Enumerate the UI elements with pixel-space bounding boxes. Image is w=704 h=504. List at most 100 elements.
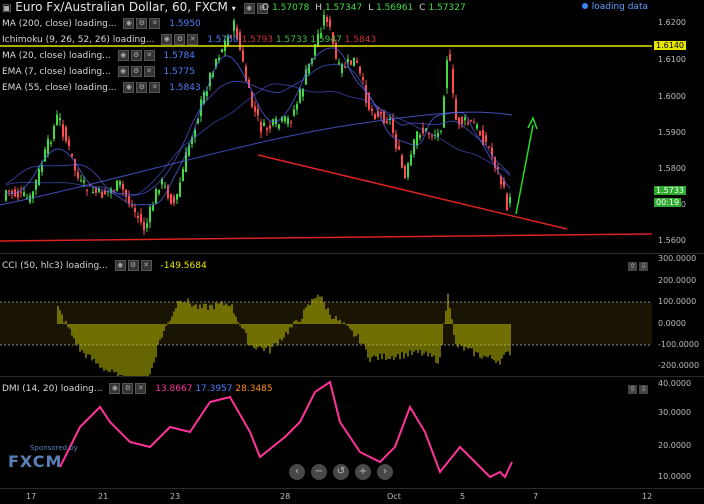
eye-icon[interactable]: ◉ (117, 50, 129, 61)
indicator-value: 1.5775 (163, 67, 195, 77)
close-icon[interactable]: ✕ (143, 50, 155, 61)
candle-body (53, 126, 55, 139)
settings-icon[interactable]: ⚙ (174, 34, 186, 45)
dmi-legend[interactable]: DMI (14, 20) loading... ◉ ⚙ ✕ 13.8667 17.3… (2, 383, 273, 394)
dmi-tick: 10.0000 (658, 472, 692, 481)
close-icon[interactable]: ✕ (149, 82, 161, 93)
cci-tick: 100.0000 (658, 297, 697, 306)
candle-body (77, 172, 79, 179)
candle-body (245, 66, 247, 82)
price-pane[interactable]: ▣ Euro Fx/Australian Dollar, 60, FXCM ▾ … (0, 0, 704, 254)
close-icon[interactable]: ✕ (135, 383, 147, 394)
settings-icon[interactable]: ⚙ (136, 82, 148, 93)
eye-icon[interactable]: ◉ (114, 260, 126, 271)
candle-body (509, 196, 511, 204)
chevron-left-icon[interactable]: ‹ (289, 464, 305, 480)
candle-body (368, 92, 370, 110)
price-chart[interactable] (0, 0, 704, 253)
candle-body (446, 60, 448, 89)
move-icon[interactable]: ⇩ (639, 262, 648, 271)
indicator-ema7[interactable]: EMA (7, close) loading... ◉ ⚙ ✕ 1.5775 (2, 66, 195, 77)
close-icon[interactable]: ✕ (149, 18, 161, 29)
candle-body (188, 144, 190, 156)
candle-body (416, 131, 418, 146)
indicator-ma20[interactable]: MA (20, close) loading... ◉ ⚙ ✕ 1.5784 (2, 50, 195, 61)
close-icon[interactable]: ✕ (140, 260, 152, 271)
dropdown-icon[interactable]: ▾ (231, 4, 236, 13)
dmi-pane[interactable]: DMI (14, 20) loading... ◉ ⚙ ✕ 13.8667 17.3… (0, 377, 704, 489)
candle-body (476, 124, 478, 129)
indicator-ema55[interactable]: EMA (55, close) loading... ◉ ⚙ ✕ 1.5843 (2, 82, 201, 93)
candle-body (332, 32, 334, 44)
candle-body (398, 146, 400, 150)
candle-body (242, 50, 244, 62)
eye-icon[interactable]: ◉ (117, 66, 129, 77)
maximize-icon[interactable]: ⇧ (628, 385, 637, 394)
maximize-icon[interactable]: ⇧ (628, 262, 637, 271)
pane-controls[interactable]: ⇧ ⇩ (626, 385, 648, 394)
close-icon[interactable]: ✕ (187, 34, 199, 45)
candle-body (158, 189, 160, 194)
close-icon[interactable]: ✕ (143, 66, 155, 77)
settings-icon[interactable]: ⚙ (136, 18, 148, 29)
indicator-value: 1.5750 (207, 35, 239, 45)
eye-icon[interactable]: ◉ (243, 2, 255, 14)
cci-chart[interactable] (0, 254, 704, 376)
dmi-tick: 30.0000 (658, 408, 692, 417)
candle-body (206, 91, 208, 97)
candle-body (191, 136, 193, 145)
cci-tick: 300.0000 (658, 254, 697, 263)
cci-axis[interactable]: 300.0000 200.0000 100.0000 0.0000 -100.0… (652, 254, 704, 376)
sponsor-logo[interactable]: Sponsored by FXCM (8, 444, 78, 471)
indicator-value: 1.5843 (169, 83, 201, 93)
candle-body (278, 124, 280, 129)
candle-body (491, 147, 493, 156)
candle-body (356, 61, 358, 63)
move-icon[interactable]: ⇩ (639, 385, 648, 394)
time-axis[interactable]: 17 21 23 28 Oct 5 7 12 (0, 488, 704, 504)
indicator-ma200[interactable]: MA (200, close) loading... ◉ ⚙ ✕ 1.5950 (2, 18, 201, 29)
sponsor-caption: Sponsored by (30, 444, 78, 452)
candle-body (272, 119, 274, 126)
settings-icon[interactable]: ⚙ (122, 383, 134, 394)
candle-body (152, 205, 154, 211)
pane-controls[interactable]: ⇧ ⇩ (626, 262, 648, 271)
ohlc-readout: O 1.57078 H 1.57347 L 1.56961 C 1.57327 (262, 3, 469, 13)
eye-icon[interactable]: ◉ (123, 82, 135, 93)
time-tick: 7 (533, 492, 539, 501)
eye-icon[interactable]: ◉ (123, 18, 135, 29)
candle-body (371, 108, 373, 112)
indicator-value: -149.5684 (160, 261, 207, 271)
price-axis[interactable]: 1.6200 1.6100 1.6000 1.5900 1.5800 1.570… (652, 0, 704, 253)
countdown-tag: 00:19 (654, 198, 682, 207)
settings-icon[interactable]: ⚙ (130, 50, 142, 61)
candle-body (149, 207, 151, 223)
cci-pane[interactable]: CCI (50, hlc3) loading... ◉ ⚙ ✕ -149.5684 … (0, 254, 704, 377)
reset-icon[interactable]: ↺ (333, 464, 349, 480)
indicator-value: 13.8667 (155, 384, 193, 394)
indicator-value: 1.5950 (169, 19, 201, 29)
plus-icon[interactable]: + (355, 464, 371, 480)
eye-icon[interactable]: ◉ (161, 34, 173, 45)
minus-icon[interactable]: − (311, 464, 327, 480)
symbol-title: Euro Fx/Australian Dollar, 60, FXCM (15, 0, 228, 14)
eye-icon[interactable]: ◉ (109, 383, 121, 394)
candle-body (230, 36, 232, 38)
candle-body (350, 60, 352, 65)
candle-body (41, 165, 43, 172)
candle-body (488, 146, 490, 148)
settings-icon[interactable]: ⚙ (127, 260, 139, 271)
chart-navigation[interactable]: ‹ − ↺ + › (289, 459, 399, 480)
dmi-axis[interactable]: 40.0000 30.0000 20.0000 10.0000 (652, 377, 704, 488)
settings-icon[interactable]: ⚙ (130, 66, 142, 77)
candle-body (164, 185, 166, 187)
indicator-ichimoku[interactable]: Ichimoku (9, 26, 52, 26) loading... ◉ ⚙ ✕ … (2, 34, 376, 45)
indicator-label: MA (20, close) loading... (2, 51, 111, 61)
chevron-right-icon[interactable]: › (377, 464, 393, 480)
indicator-value: 17.3957 (195, 384, 233, 394)
cci-legend[interactable]: CCI (50, hlc3) loading... ◉ ⚙ ✕ -149.5684 (2, 260, 207, 271)
candle-body (386, 120, 388, 124)
settings-icon[interactable]: ⚙ (256, 2, 268, 14)
dmi-chart[interactable] (0, 377, 704, 488)
candle-body (89, 184, 91, 186)
